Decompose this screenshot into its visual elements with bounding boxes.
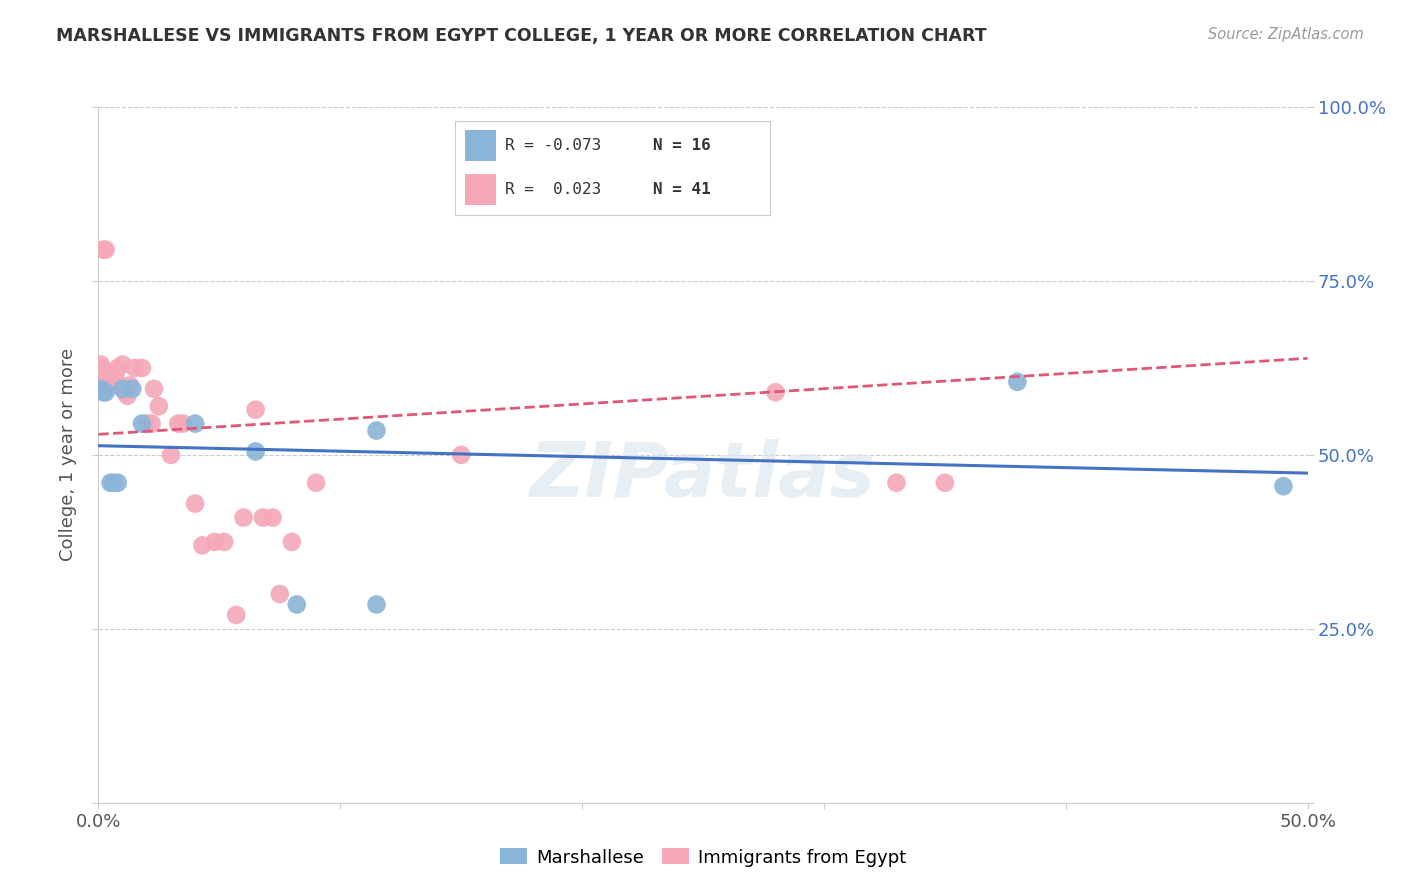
- Y-axis label: College, 1 year or more: College, 1 year or more: [59, 349, 77, 561]
- Point: [184, 417, 207, 431]
- Point: [245, 402, 267, 417]
- Point: [148, 399, 170, 413]
- Point: [143, 382, 166, 396]
- Point: [232, 510, 254, 524]
- Point: [91, 243, 114, 257]
- Point: [118, 378, 141, 392]
- Point: [204, 535, 226, 549]
- Point: [107, 475, 129, 490]
- Point: [94, 243, 117, 257]
- Text: ZIPatlas: ZIPatlas: [530, 439, 876, 513]
- Point: [90, 358, 112, 372]
- Point: [100, 368, 122, 382]
- Point: [124, 360, 146, 375]
- Point: [94, 385, 117, 400]
- Point: [245, 444, 267, 458]
- Point: [108, 378, 131, 392]
- Point: [111, 358, 134, 372]
- Legend: Marshallese, Immigrants from Egypt: Marshallese, Immigrants from Egypt: [492, 841, 914, 874]
- Point: [1272, 479, 1295, 493]
- Text: Source: ZipAtlas.com: Source: ZipAtlas.com: [1208, 27, 1364, 42]
- Point: [285, 598, 308, 612]
- Point: [1007, 375, 1029, 389]
- Point: [131, 360, 153, 375]
- Point: [934, 475, 956, 490]
- Point: [141, 417, 163, 431]
- Point: [305, 475, 328, 490]
- Point: [167, 417, 190, 431]
- Point: [117, 389, 139, 403]
- Point: [262, 510, 284, 524]
- Point: [107, 360, 129, 375]
- Point: [104, 368, 127, 382]
- Point: [101, 368, 124, 382]
- Text: MARSHALLESE VS IMMIGRANTS FROM EGYPT COLLEGE, 1 YEAR OR MORE CORRELATION CHART: MARSHALLESE VS IMMIGRANTS FROM EGYPT COL…: [56, 27, 987, 45]
- Point: [121, 382, 143, 396]
- Point: [269, 587, 291, 601]
- Point: [135, 417, 157, 431]
- Point: [172, 417, 194, 431]
- Point: [252, 510, 274, 524]
- Point: [91, 385, 114, 400]
- Point: [191, 538, 214, 552]
- Point: [184, 497, 207, 511]
- Point: [160, 448, 183, 462]
- Point: [281, 535, 304, 549]
- Point: [450, 448, 472, 462]
- Point: [101, 475, 124, 490]
- Point: [765, 385, 787, 400]
- Point: [90, 360, 112, 375]
- Point: [90, 382, 112, 396]
- Point: [212, 535, 235, 549]
- Point: [366, 598, 388, 612]
- Point: [225, 607, 247, 622]
- Point: [114, 385, 136, 400]
- Point: [886, 475, 908, 490]
- Point: [131, 417, 153, 431]
- Point: [100, 475, 122, 490]
- Point: [97, 378, 120, 392]
- Point: [111, 382, 134, 396]
- Point: [90, 378, 112, 392]
- Point: [366, 424, 388, 438]
